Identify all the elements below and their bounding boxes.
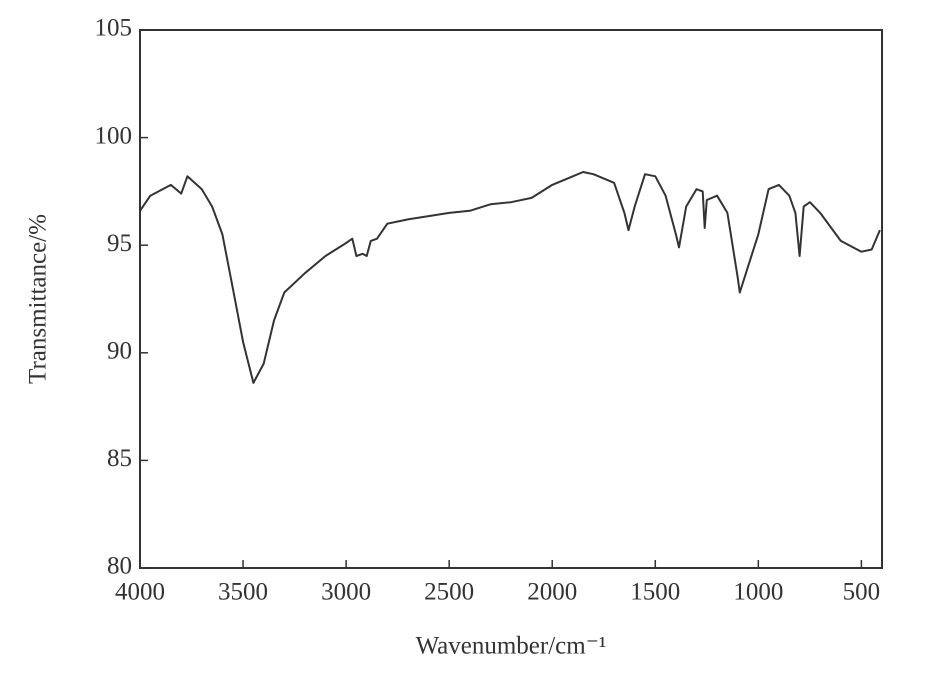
y-tick-label: 80: [107, 553, 132, 580]
x-tick-label: 500: [843, 579, 881, 606]
spectrum-line: [139, 171, 881, 384]
y-tick-label: 90: [107, 338, 132, 365]
x-tick-label: 1500: [630, 579, 680, 606]
x-tick-label: 3500: [218, 579, 268, 606]
y-tick-label: 85: [107, 445, 132, 472]
y-tick-label: 105: [95, 15, 133, 42]
x-tick-label: 2500: [424, 579, 474, 606]
y-tick-label: 95: [107, 230, 132, 257]
y-axis-label: Transmittance/%: [25, 214, 52, 384]
x-axis-label: Wavenumber/cm⁻¹: [416, 633, 607, 660]
x-tick-label: 1000: [733, 579, 783, 606]
x-tick-label: 3000: [321, 579, 371, 606]
x-tick-label: 2000: [527, 579, 577, 606]
plot-frame: [139, 29, 883, 569]
x-tick-label: 4000: [115, 579, 165, 606]
y-tick-label: 100: [95, 122, 133, 149]
